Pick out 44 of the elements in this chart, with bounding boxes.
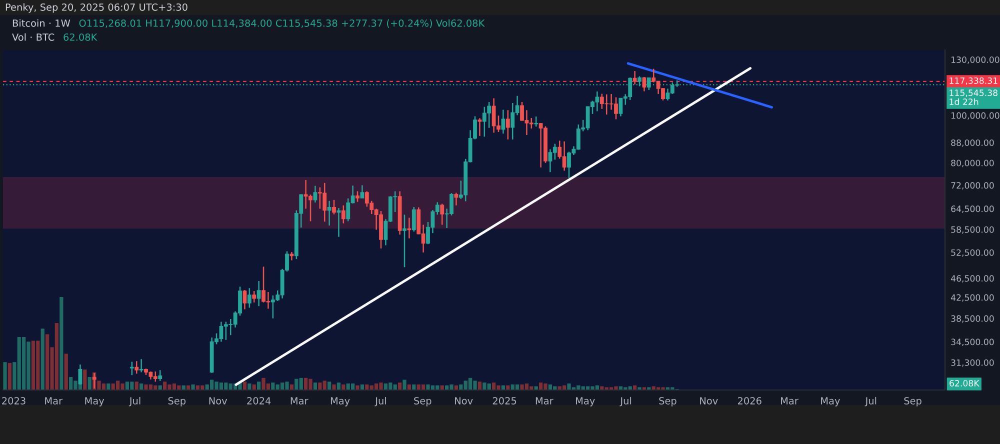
x-tick-label: Sep [414,397,432,406]
y-tick-label: 42,500.00 [950,294,994,302]
y-tick-label: 31,300.00 [951,359,994,367]
x-tick-label: May [576,397,595,406]
x-tick-label: May [85,397,104,406]
y-tick-label: 46,500.00 [950,275,994,283]
y-tick-label: 52,500.00 [951,249,994,257]
x-tick-label: Jul [620,396,632,406]
y-tick-label: 88,000.00 [951,139,994,147]
x-tick-label: Mar [45,397,63,404]
x-tick-label: Jul [864,396,876,406]
y-tick-label: 80,000.00 [951,160,994,168]
x-tick-label: Sep [659,397,676,406]
ref-line-label: 117,338.31 [950,77,998,85]
x-tick-label: 2023 [2,397,26,404]
x-tick-label: Nov [209,397,228,404]
x-tick-label: Sep [904,397,922,406]
text: O115,268.01 H117,900.00 L114,384.00 C115,545.38 +277.37 (+0.24%) Vol62.08K [79,19,485,28]
y-tick-label: 130,000.00 [952,56,1000,64]
y-tick-label: 38,500.00 [951,315,994,323]
x-tick-label: Nov [455,397,473,404]
y-tick-label: 72,000.00 [951,182,994,190]
x-tick-label: May [821,397,840,406]
x-tick-label: Sep [168,397,186,406]
y-tick-label: 64,500.00 [951,206,994,213]
text: 62.08K [64,33,98,41]
x-tick-label: 2024 [247,397,271,404]
y-tick-label: 58,500.00 [951,226,994,234]
x-tick-label: 2025 [492,397,516,404]
y-tick-label: 34,500.00 [951,338,994,346]
x-tick-label: Mar [536,397,554,404]
y-tick-label: 100,000.00 [952,112,1000,120]
x-tick-label: Jul [128,396,140,406]
x-tick-label: May [330,397,350,406]
x-tick-label: Jul [374,396,386,406]
x-tick-label: Mar [290,397,308,404]
x-tick-label: Nov [700,397,718,404]
text: 62.08K [950,380,980,386]
chart-title: Vol · BTC [12,33,54,41]
chart-title: Bitcoin · 1W [12,19,70,27]
x-tick-label: 2026 [738,397,762,404]
x-tick-label: Mar [781,397,798,404]
text: Penky, Sep 20, 2025 06:07 UTC+3:30 [6,3,188,13]
ref-line-label: 115,545.38 1d 22h [950,90,998,106]
